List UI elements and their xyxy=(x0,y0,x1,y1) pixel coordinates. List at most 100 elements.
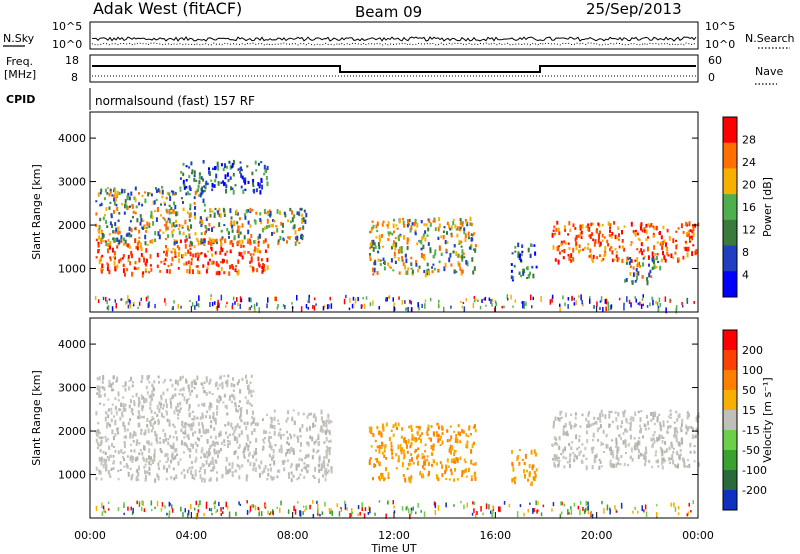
heatmap-cell xyxy=(645,446,647,452)
heatmap-cell xyxy=(630,447,633,453)
heatmap-cell xyxy=(137,403,140,408)
heatmap-cell xyxy=(387,231,390,235)
heatmap-cell xyxy=(205,428,208,434)
heatmap-cell xyxy=(280,444,283,450)
heatmap-cell xyxy=(229,250,232,254)
heatmap-cell xyxy=(119,469,122,472)
heatmap-cell xyxy=(587,413,590,417)
y-tick-label: 4000 xyxy=(58,132,86,145)
x-tick-label: 20:00 xyxy=(581,529,613,542)
heatmap-cell xyxy=(447,465,450,468)
heatmap-cell xyxy=(148,375,151,379)
heatmap-cell xyxy=(163,203,166,206)
heatmap-cell xyxy=(417,302,419,308)
heatmap-cell xyxy=(114,222,117,227)
heatmap-cell xyxy=(581,459,584,464)
heatmap-cell xyxy=(203,381,206,384)
heatmap-cell xyxy=(450,450,452,455)
heatmap-cell xyxy=(642,249,645,252)
heatmap-cell xyxy=(109,201,112,204)
heatmap-cell xyxy=(204,225,207,229)
heatmap-cell xyxy=(254,220,257,225)
heatmap-cell xyxy=(463,231,466,235)
heatmap-cell xyxy=(665,307,667,314)
heatmap-cell xyxy=(122,396,125,399)
heatmap-cell xyxy=(148,466,151,471)
heatmap-cell xyxy=(276,209,279,214)
heatmap-cell xyxy=(644,428,647,431)
heatmap-cell xyxy=(246,444,249,448)
heatmap-cell xyxy=(211,443,214,447)
heatmap-cell xyxy=(648,224,651,228)
heatmap-cell xyxy=(327,469,330,473)
heatmap-cell xyxy=(470,475,473,478)
heatmap-cell xyxy=(679,426,682,430)
heatmap-cell xyxy=(377,460,380,465)
heatmap-cell xyxy=(202,190,204,193)
heatmap-cell xyxy=(124,239,127,245)
heatmap-cell xyxy=(400,450,403,455)
heatmap-cell xyxy=(140,394,143,398)
heatmap-cell xyxy=(133,402,136,407)
heatmap-cell xyxy=(454,224,457,229)
heatmap-cell xyxy=(481,299,483,303)
heatmap-cell xyxy=(589,296,591,301)
heatmap-cell xyxy=(393,302,395,306)
heatmap-cell xyxy=(232,189,235,195)
heatmap-cell xyxy=(238,444,241,448)
heatmap-cell xyxy=(129,467,132,471)
heatmap-cell xyxy=(289,236,292,239)
heatmap-cell xyxy=(686,299,688,302)
heatmap-cell xyxy=(397,422,400,427)
heatmap-cell xyxy=(664,245,667,248)
heatmap-cell xyxy=(150,210,153,216)
heatmap-cell xyxy=(210,469,213,472)
heatmap-cell xyxy=(532,464,535,469)
heatmap-cell xyxy=(208,463,211,468)
heatmap-cell xyxy=(113,260,116,266)
heatmap-cell xyxy=(127,192,130,197)
heatmap-cell xyxy=(633,436,636,440)
y-tick-label: 3000 xyxy=(58,382,86,395)
heatmap-cell xyxy=(240,430,243,435)
heatmap-cell xyxy=(551,508,553,512)
heatmap-cell xyxy=(247,238,250,243)
heatmap-cell xyxy=(98,385,101,389)
heatmap-cell xyxy=(460,300,462,303)
heatmap-cell xyxy=(148,224,151,228)
heatmap-cell xyxy=(426,455,429,458)
heatmap-cell xyxy=(517,242,520,248)
heatmap-cell xyxy=(176,453,178,457)
heatmap-cell xyxy=(134,211,137,215)
heatmap-cell xyxy=(670,441,673,447)
heatmap-cell xyxy=(588,255,591,258)
nsky-tick-bottom: 10^0 xyxy=(52,38,82,51)
heatmap-cell xyxy=(291,210,293,215)
heatmap-cell xyxy=(618,233,620,238)
heatmap-cell xyxy=(352,296,355,301)
heatmap-cell xyxy=(533,476,536,482)
heatmap-cell xyxy=(132,413,134,416)
heatmap-cell xyxy=(697,462,700,467)
heatmap-cell xyxy=(114,299,116,303)
heatmap-cell xyxy=(371,227,373,231)
heatmap-cell xyxy=(615,251,618,254)
heatmap-cell xyxy=(437,433,440,438)
heatmap-cell xyxy=(214,301,216,305)
heatmap-cell xyxy=(421,253,424,258)
heatmap-cell xyxy=(158,401,161,405)
heatmap-cell xyxy=(255,448,258,451)
heatmap-cell xyxy=(256,268,259,273)
heatmap-cell xyxy=(216,241,218,245)
heatmap-cell xyxy=(683,462,686,467)
heatmap-cell xyxy=(402,217,405,221)
heatmap-cell xyxy=(637,271,640,276)
heatmap-cell xyxy=(220,513,222,517)
heatmap-cell xyxy=(288,442,290,446)
heatmap-cell xyxy=(466,440,469,444)
heatmap-cell xyxy=(694,250,697,256)
heatmap-cell xyxy=(648,263,650,267)
heatmap-cell xyxy=(289,466,292,469)
heatmap-cell xyxy=(560,410,563,413)
